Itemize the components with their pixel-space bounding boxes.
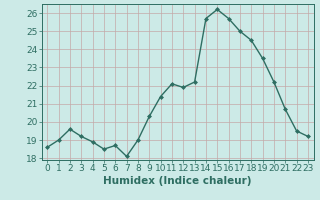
- X-axis label: Humidex (Indice chaleur): Humidex (Indice chaleur): [103, 176, 252, 186]
